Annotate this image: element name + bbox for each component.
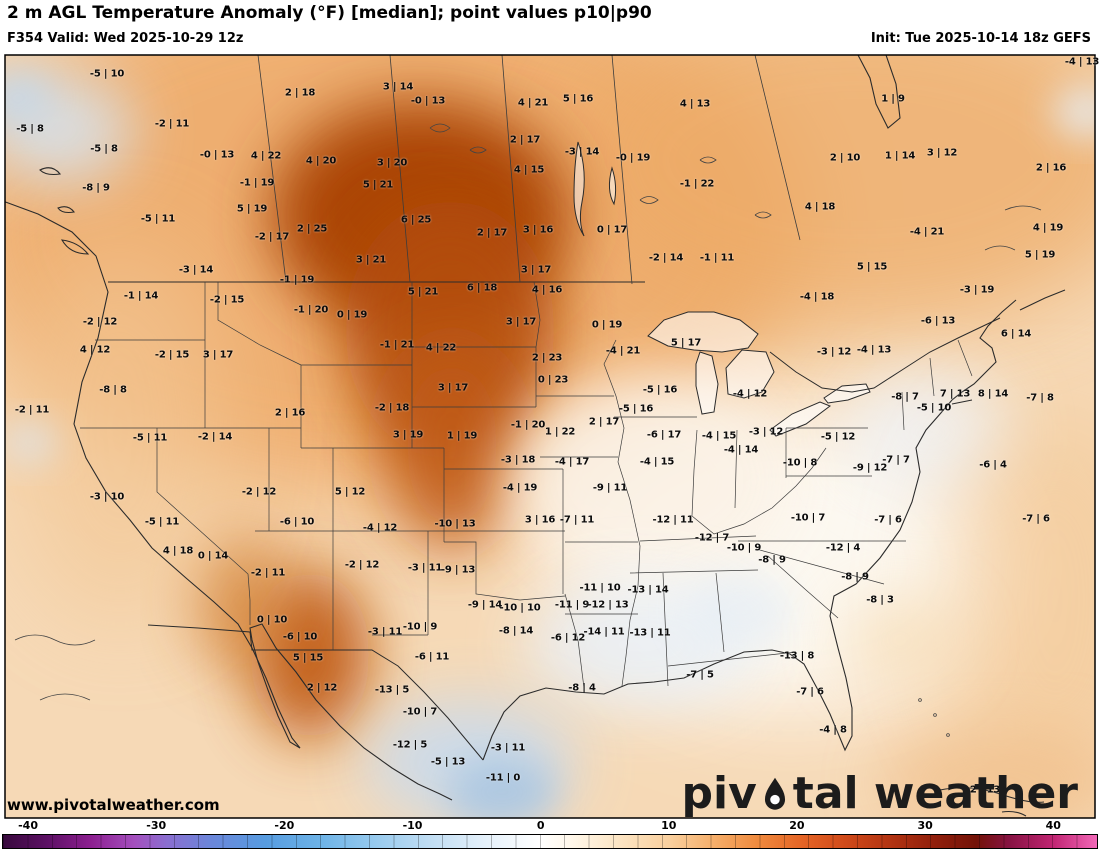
logo-text-pre: piv <box>681 768 757 819</box>
colorbar: -40 -30 -20 -10 0 10 20 30 40 <box>0 819 1100 850</box>
colorbar-tick-label: 30 <box>917 819 933 832</box>
small-lakes-and-contours <box>14 123 1042 737</box>
country-borders <box>108 281 1001 761</box>
valid-time-label: F354 Valid: Wed 2025-10-29 12z <box>7 31 244 46</box>
state-borders <box>80 281 973 689</box>
pivotal-weather-logo: piv tal weather <box>682 768 1078 819</box>
colorbar-tick-label: -10 <box>402 819 423 832</box>
great-lakes <box>573 141 871 437</box>
logo-text-post: tal weather <box>792 768 1078 819</box>
colorbar-tick-label: 0 <box>536 819 545 832</box>
watermark-url: www.pivotalweather.com <box>7 796 220 814</box>
pivotal-drop-icon <box>764 777 785 810</box>
colorbar-tick-label: 20 <box>789 819 805 832</box>
colorbar-tick-label: -40 <box>18 819 38 832</box>
province-borders <box>257 55 801 285</box>
colorbar-tick-label: 10 <box>661 819 677 832</box>
colorbar-tick-label: -20 <box>274 819 295 832</box>
colorbar-tick-label: 40 <box>1045 819 1061 832</box>
map-title: 2 m AGL Temperature Anomaly (°F) [median… <box>7 3 652 23</box>
colorbar-tick-label: -30 <box>146 819 167 832</box>
colorbar-ticks: -40 -30 -20 -10 0 10 20 30 40 <box>0 819 1100 833</box>
colorbar-gradient <box>2 834 1098 849</box>
coastline-paths <box>5 55 1066 817</box>
init-time-label: Init: Tue 2025-10-14 18z GEFS <box>870 31 1091 46</box>
map-frame <box>4 54 1096 819</box>
